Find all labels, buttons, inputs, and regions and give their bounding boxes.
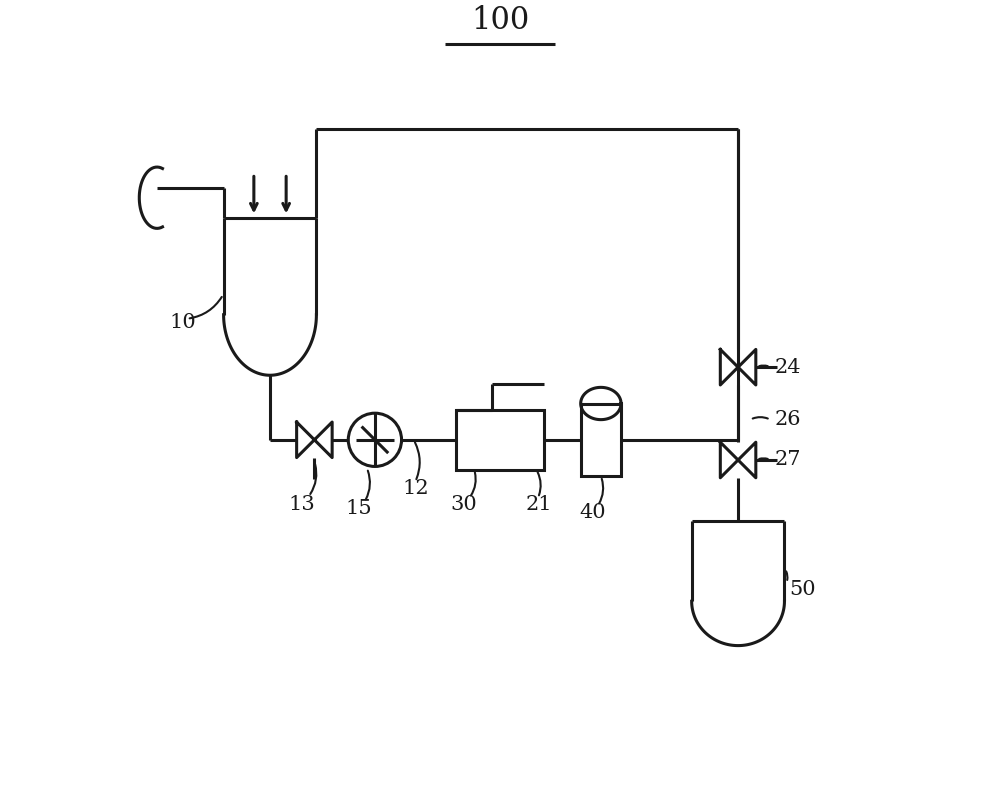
Text: 27: 27 xyxy=(774,450,801,470)
Text: 30: 30 xyxy=(450,495,477,514)
Text: 21: 21 xyxy=(525,495,552,514)
Text: 15: 15 xyxy=(345,499,372,518)
Text: 13: 13 xyxy=(289,495,316,514)
Text: 24: 24 xyxy=(774,358,801,377)
Text: 100: 100 xyxy=(471,6,529,36)
Text: 50: 50 xyxy=(789,579,816,599)
Text: 10: 10 xyxy=(169,313,196,332)
Bar xyxy=(456,410,544,470)
Bar xyxy=(581,404,621,476)
Text: 12: 12 xyxy=(402,479,429,498)
Text: 26: 26 xyxy=(774,410,801,429)
Text: 40: 40 xyxy=(579,503,606,522)
